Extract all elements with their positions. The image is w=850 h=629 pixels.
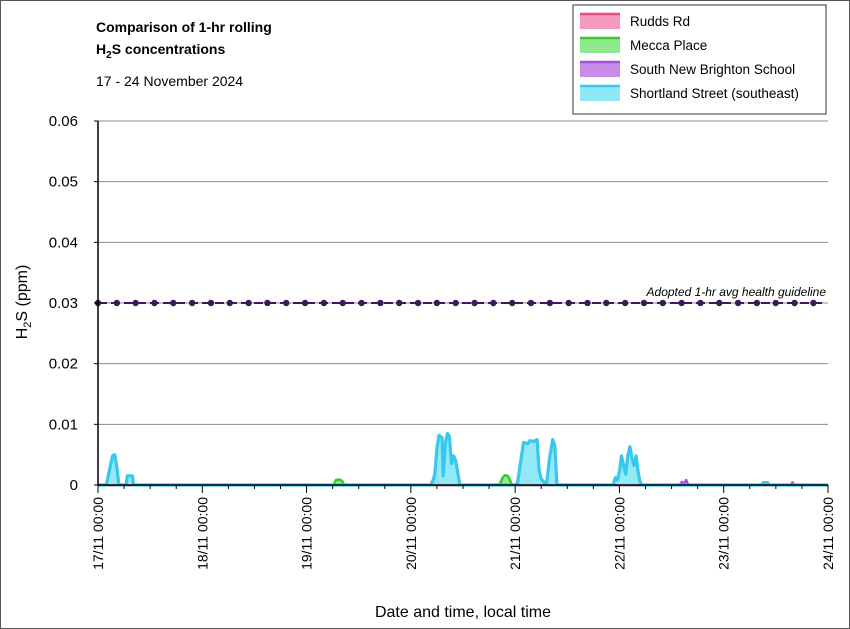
x-tick-label: 24/11 00:00 bbox=[820, 497, 836, 570]
legend: Rudds Rd Mecca Place South New Brighton Sc… bbox=[572, 4, 827, 115]
guideline-marker bbox=[471, 299, 478, 307]
guideline-marker bbox=[358, 299, 365, 307]
axis-layer: 0 0.01 0.02 0.03 0.04 0.05 0.06 17/11 00:00 18/1… bbox=[49, 113, 836, 570]
y-axis-title-subscript: 2 bbox=[22, 322, 34, 328]
y-tick-label: 0.05 bbox=[49, 174, 78, 191]
guideline-marker bbox=[264, 299, 271, 307]
chart-title-line1: Comparison of 1-hr rolling bbox=[96, 19, 272, 35]
guideline-marker bbox=[621, 299, 629, 307]
guideline-marker bbox=[753, 299, 761, 307]
chart-title-rest: S concentrations bbox=[112, 41, 226, 57]
legend-label: South New Brighton School bbox=[630, 62, 795, 77]
guideline-marker bbox=[716, 299, 723, 307]
guideline-marker bbox=[170, 299, 177, 307]
guideline-marker bbox=[245, 299, 252, 307]
series-line-3 bbox=[98, 431, 828, 487]
guideline-marker bbox=[734, 299, 742, 307]
guideline-marker bbox=[207, 299, 215, 307]
y-axis-title-h: H bbox=[14, 328, 31, 340]
legend-label: Mecca Place bbox=[630, 38, 707, 53]
guideline-marker bbox=[226, 299, 233, 307]
guideline-marker bbox=[584, 299, 591, 307]
y-tick-label: 0.04 bbox=[49, 234, 78, 251]
guideline-marker bbox=[151, 299, 158, 307]
guideline-marker bbox=[433, 299, 441, 307]
x-tick-label: 19/11 00:00 bbox=[299, 497, 315, 570]
guideline-layer: Adopted 1-hr avg health guideline bbox=[94, 285, 827, 307]
x-tick-label: 20/11 00:00 bbox=[403, 497, 419, 570]
legend-swatch bbox=[580, 37, 620, 53]
guideline-marker bbox=[772, 299, 779, 307]
guideline-marker bbox=[301, 299, 309, 307]
guideline-marker bbox=[188, 299, 196, 307]
grid-layer bbox=[98, 120, 828, 425]
y-axis-title: H2S (ppm) bbox=[14, 265, 34, 340]
x-tick-label: 18/11 00:00 bbox=[194, 497, 210, 570]
series-area-3 bbox=[98, 433, 828, 485]
y-tick-label: 0.02 bbox=[49, 356, 78, 373]
y-tick-label: 0.06 bbox=[49, 113, 78, 130]
guideline-marker bbox=[490, 299, 497, 307]
guideline-marker bbox=[697, 299, 704, 307]
guideline-marker bbox=[640, 299, 648, 307]
guideline-marker bbox=[132, 299, 139, 307]
guideline-marker bbox=[339, 299, 346, 307]
series-layer bbox=[98, 431, 828, 487]
guideline-label: Adopted 1-hr avg health guideline bbox=[646, 285, 827, 299]
x-axis-title: Date and time, local time bbox=[375, 604, 551, 621]
guideline-marker bbox=[113, 299, 121, 307]
guideline-marker bbox=[603, 299, 610, 307]
x-tick-label: 23/11 00:00 bbox=[716, 497, 732, 570]
guideline-marker bbox=[565, 299, 572, 307]
legend-label: Shortland Street (southeast) bbox=[630, 86, 799, 101]
chart-title-h: H bbox=[96, 41, 106, 57]
guideline-marker bbox=[659, 299, 666, 307]
guideline-marker bbox=[810, 299, 817, 307]
x-tick-label: 22/11 00:00 bbox=[611, 497, 627, 570]
guideline-marker bbox=[527, 299, 535, 307]
chart-title-line2: H2S concentrations bbox=[96, 41, 225, 61]
guideline-marker bbox=[396, 299, 403, 307]
guideline-marker bbox=[283, 299, 290, 307]
chart-subtitle: 17 - 24 November 2024 bbox=[96, 73, 243, 89]
y-tick-label: 0 bbox=[70, 477, 78, 494]
guideline-marker bbox=[452, 299, 459, 307]
x-tick-label: 21/11 00:00 bbox=[507, 497, 523, 570]
y-tick-label: 0.03 bbox=[49, 295, 78, 312]
guideline-marker bbox=[377, 299, 384, 307]
y-tick-label: 0.01 bbox=[49, 416, 78, 433]
guideline-marker bbox=[414, 299, 422, 307]
legend-swatch bbox=[580, 61, 620, 77]
guideline-marker bbox=[791, 299, 798, 307]
legend-label: Rudds Rd bbox=[630, 14, 690, 29]
chart-title-subscript: 2 bbox=[106, 50, 112, 61]
guideline-marker bbox=[320, 299, 328, 307]
legend-swatch bbox=[580, 13, 620, 29]
y-axis-title-rest: S (ppm) bbox=[14, 265, 31, 322]
guideline-marker bbox=[678, 299, 685, 307]
guideline-marker bbox=[546, 299, 554, 307]
legend-swatch bbox=[580, 85, 620, 101]
x-tick-label: 17/11 00:00 bbox=[90, 497, 106, 570]
guideline-marker bbox=[508, 299, 516, 307]
